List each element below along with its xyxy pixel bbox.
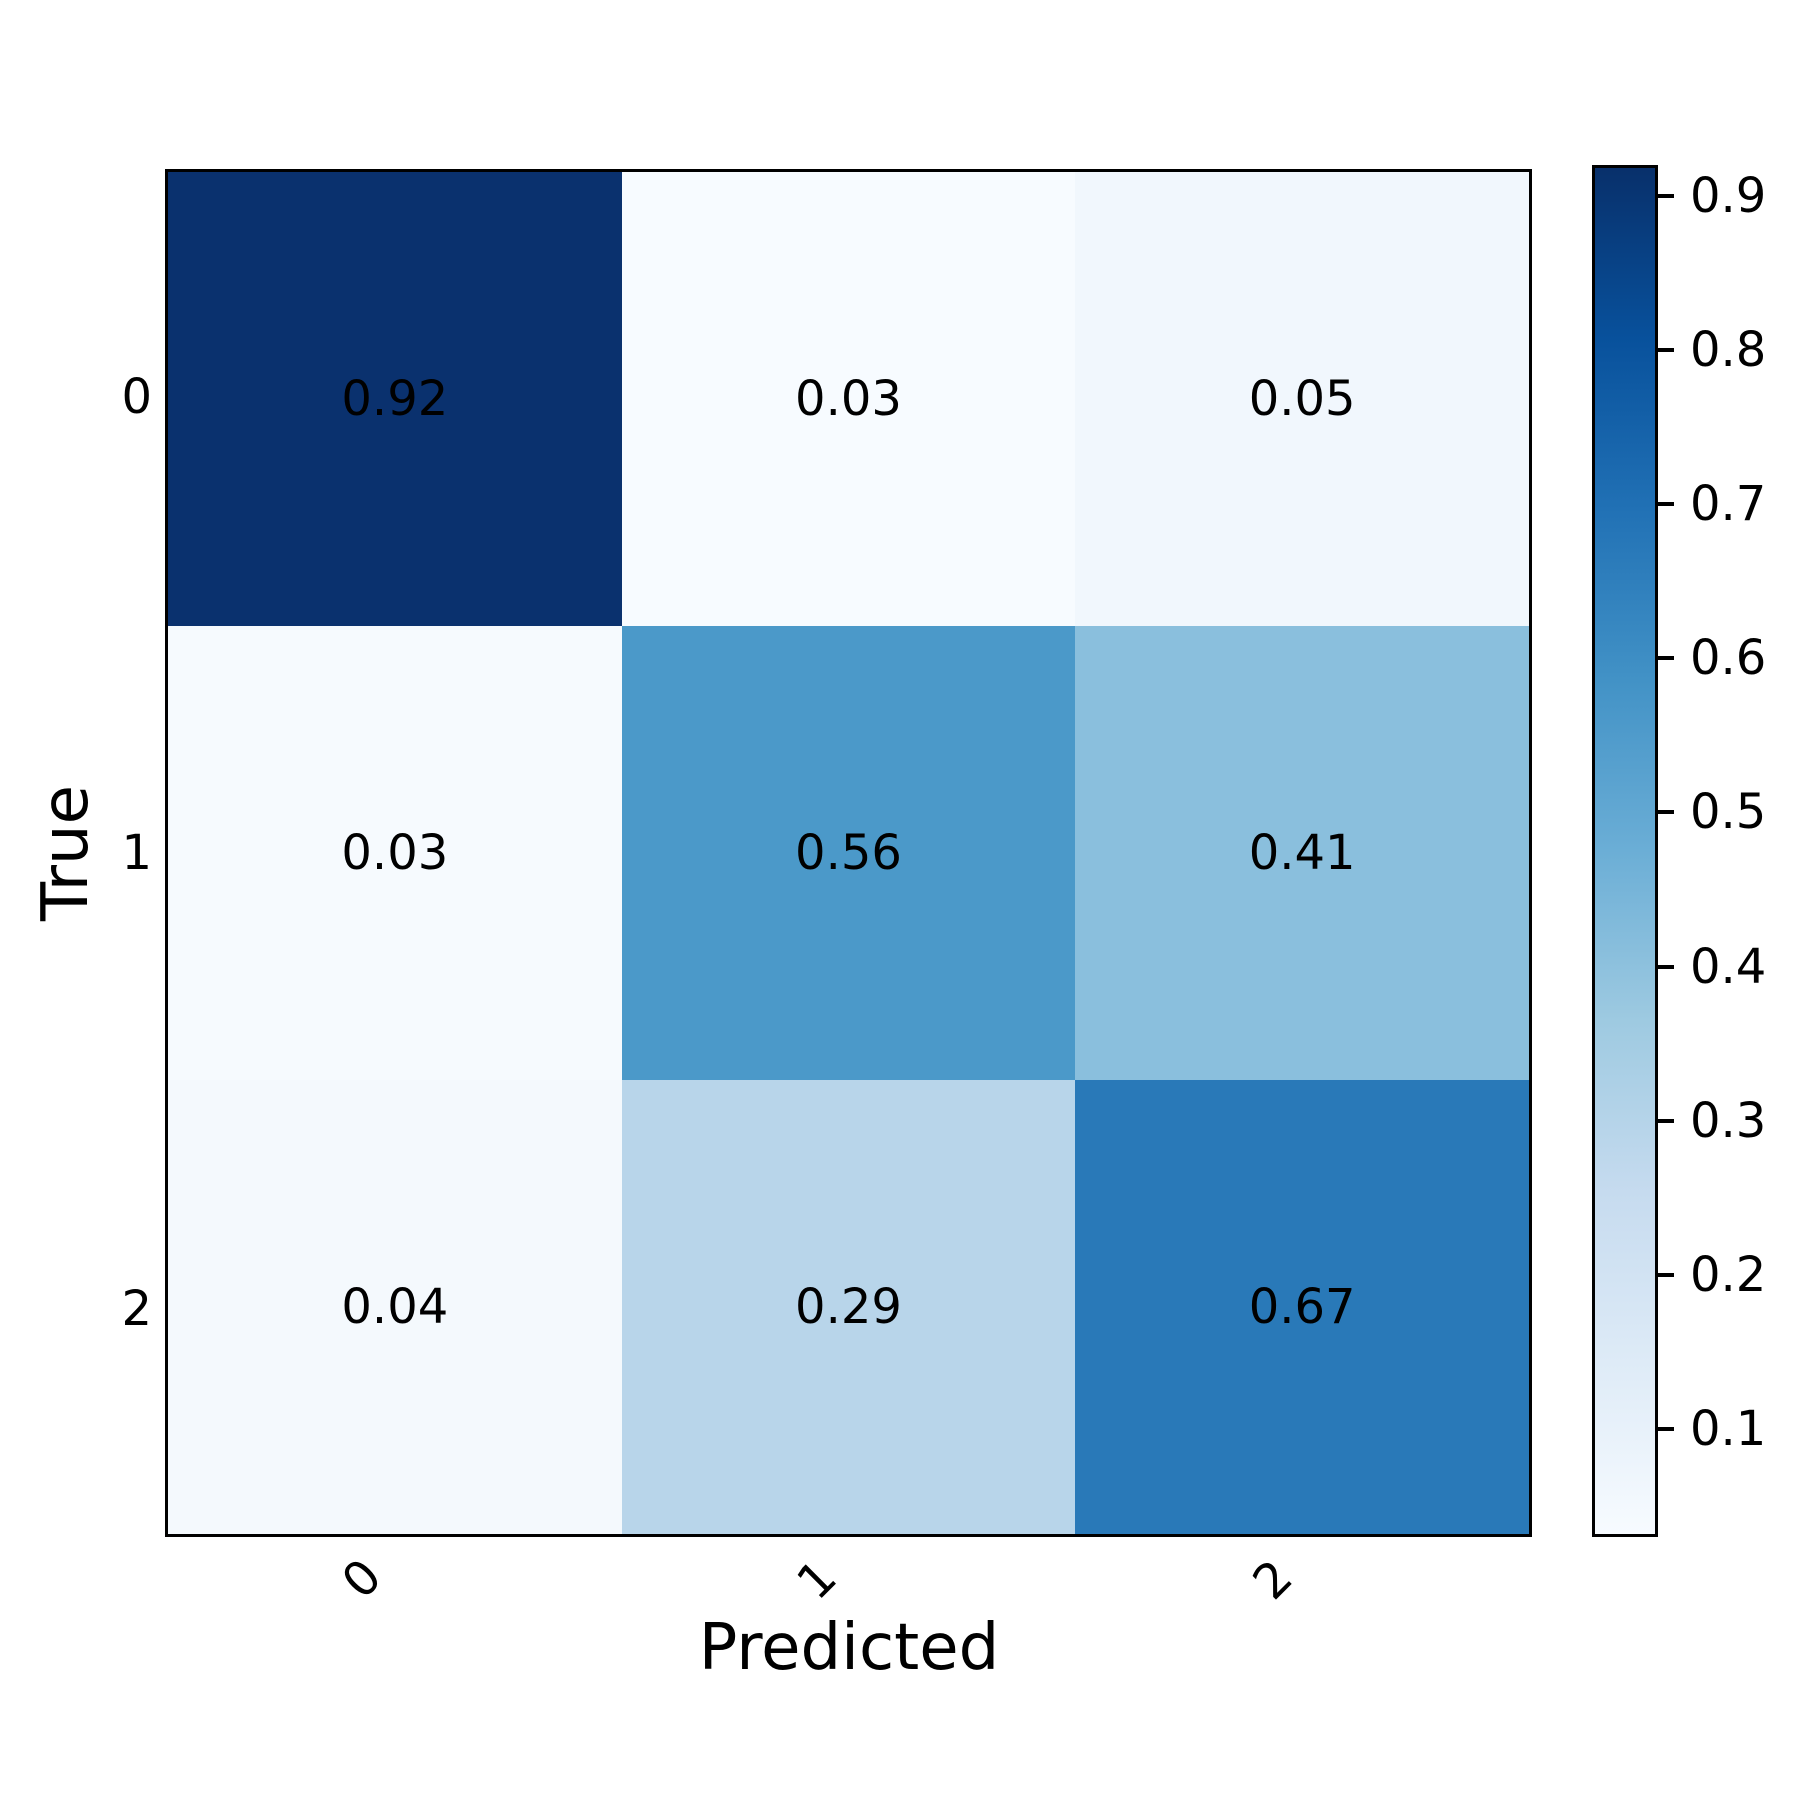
colorbar-gradient	[1592, 165, 1658, 1537]
colorbar-tick-mark	[1658, 656, 1674, 661]
colorbar-tick-label: 0.1	[1690, 1401, 1767, 1458]
colorbar-tick-label: 0.6	[1690, 630, 1767, 687]
cell-value: 0.41	[1248, 825, 1356, 881]
matrix-cell: 0.05	[1075, 172, 1529, 626]
cell-value: 0.92	[341, 371, 449, 427]
matrix-cell: 0.41	[1075, 626, 1529, 1080]
cell-value: 0.29	[795, 1279, 902, 1335]
colorbar-tick-label: 0.8	[1690, 321, 1767, 378]
matrix-cell: 0.92	[168, 172, 622, 626]
colorbar-tick-mark	[1658, 347, 1674, 352]
cell-value: 0.56	[795, 825, 902, 881]
x-tick-label: 1	[786, 1549, 848, 1611]
matrix-cell: 0.56	[621, 626, 1076, 1080]
matrix-cell: 0.04	[168, 1080, 622, 1534]
x-axis-label: Predicted	[698, 1611, 1000, 1685]
colorbar-tick-label: 0.3	[1690, 1092, 1767, 1149]
matrix-cell: 0.29	[621, 1080, 1076, 1534]
matrix-cell: 0.03	[168, 626, 622, 1080]
colorbar-ticks: 0.9 0.8 0.7 0.6 0.5 0.4 0.3 0.2 0.1	[1658, 165, 1798, 1537]
cell-value: 0.03	[341, 825, 449, 881]
cell-value: 0.67	[1248, 1279, 1356, 1335]
colorbar-tick-label: 0.7	[1690, 476, 1767, 533]
cell-value: 0.04	[341, 1279, 449, 1335]
cell-value: 0.03	[795, 371, 902, 427]
cell-value: 0.05	[1248, 371, 1356, 427]
matrix-cell: 0.03	[621, 172, 1076, 626]
y-tick-label: 1	[121, 825, 152, 881]
colorbar-tick-mark	[1658, 1272, 1674, 1277]
colorbar-tick-mark	[1658, 1118, 1674, 1123]
y-tick-label: 0	[121, 369, 152, 425]
y-tick-label: 2	[121, 1281, 152, 1337]
colorbar-tick-mark	[1658, 193, 1674, 198]
colorbar-tick-label: 0.2	[1690, 1246, 1767, 1303]
colorbar-tick-label: 0.5	[1690, 784, 1767, 841]
x-tick-label: 2	[1242, 1549, 1304, 1611]
colorbar-tick-label: 0.9	[1690, 167, 1767, 224]
colorbar-tick-mark	[1658, 964, 1674, 969]
colorbar-tick-mark	[1658, 810, 1674, 815]
matrix-cell: 0.67	[1075, 1080, 1529, 1534]
x-tick-label: 0	[331, 1548, 393, 1610]
heatmap-plot-area: 0.92 0.03 0.05 0.03 0.56 0.41 0.04 0.29 …	[165, 169, 1532, 1537]
colorbar-tick-mark	[1658, 502, 1674, 507]
colorbar-tick-label: 0.4	[1690, 938, 1767, 995]
colorbar-tick-mark	[1658, 1427, 1674, 1432]
